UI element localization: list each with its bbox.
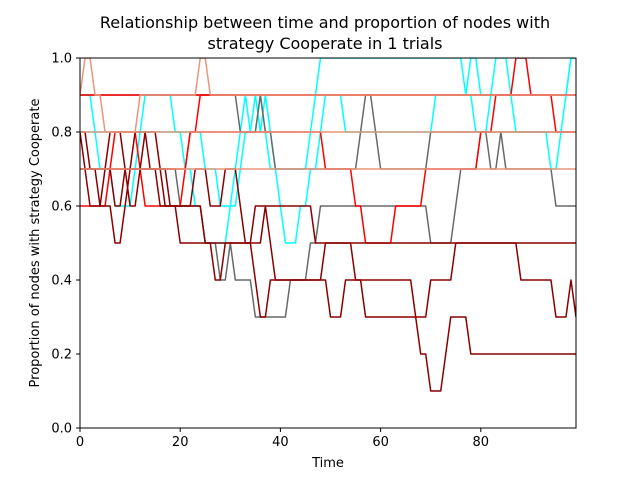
x-axis: 0 20 40 60 80 <box>76 428 489 450</box>
y-tick-label: 0.6 <box>51 200 72 215</box>
x-tick-label: 60 <box>372 435 389 450</box>
y-axis-label: Proportion of nodes with strategy Cooper… <box>28 99 43 388</box>
x-axis-label: Time <box>311 456 344 471</box>
series-line-9 <box>80 131 576 318</box>
y-tick-label: 0.4 <box>51 274 72 289</box>
series-line-7 <box>80 94 576 207</box>
y-axis: 0.0 0.2 0.4 0.6 0.8 1.0 <box>51 52 80 437</box>
series-line-10 <box>80 131 576 392</box>
series-layer <box>80 58 576 392</box>
chart-title-line-1: Relationship between time and proportion… <box>100 13 550 32</box>
series-line-8 <box>80 131 576 244</box>
x-tick-label: 80 <box>473 435 490 450</box>
series-line-6 <box>80 58 576 244</box>
series-line-1 <box>80 58 576 244</box>
x-tick-label: 40 <box>272 435 289 450</box>
y-tick-label: 0.2 <box>51 348 72 363</box>
series-line-3 <box>80 131 576 318</box>
chart-title-line-2: strategy Cooperate in 1 trials <box>208 34 443 53</box>
plot-frame <box>79 57 577 429</box>
x-tick-label: 0 <box>76 435 84 450</box>
y-tick-label: 0.8 <box>51 126 72 141</box>
y-tick-label: 0.0 <box>51 422 72 437</box>
x-tick-label: 20 <box>172 435 189 450</box>
series-line-11 <box>80 58 576 133</box>
y-tick-label: 1.0 <box>51 52 72 67</box>
